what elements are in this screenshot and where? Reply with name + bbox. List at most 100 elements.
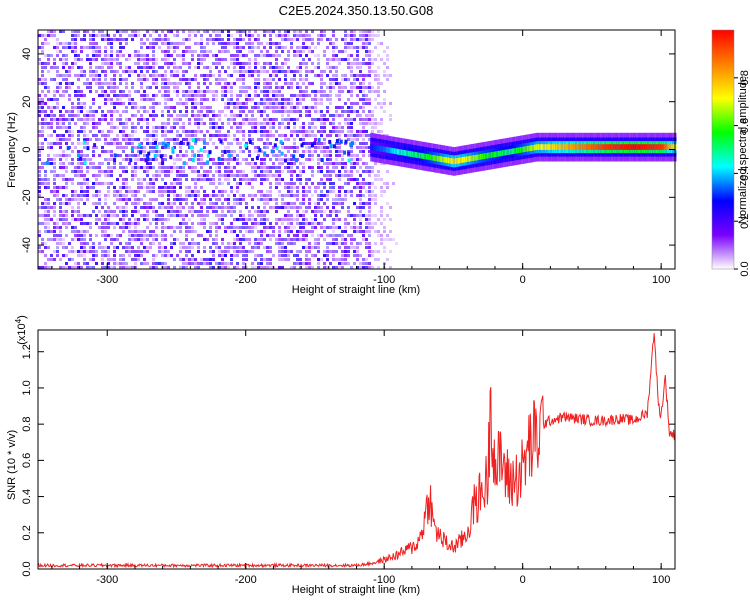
spectrogram-noise-cell — [131, 250, 134, 253]
spectrogram-noise-cell — [131, 154, 134, 157]
spectrogram-noise-cell — [173, 158, 176, 161]
spectrogram-noise-cell — [263, 266, 266, 269]
spectrogram-noise-cell — [380, 106, 383, 109]
spectrogram-noise-cell — [236, 262, 239, 265]
spectrogram-noise-cell — [374, 214, 377, 217]
spectrogram-noise-cell — [257, 214, 260, 217]
spectrogram-noise-cell — [308, 190, 311, 193]
spectrogram-noise-cell — [269, 246, 272, 249]
spectrogram-noise-cell — [257, 154, 260, 157]
spectrogram-noise-cell — [194, 98, 197, 101]
spectrogram-noise-cell — [218, 194, 221, 197]
spectrogram-noise-cell — [293, 30, 296, 33]
spectrogram-noise-cell — [110, 154, 113, 157]
spectrogram-noise-cell — [110, 174, 113, 177]
spectrogram-noise-cell — [188, 258, 191, 261]
spectrogram-noise-cell — [356, 138, 359, 141]
spectrogram-noise-cell — [215, 222, 218, 225]
spectrogram-noise-cell — [233, 194, 236, 197]
spectrogram-noise-cell — [281, 94, 284, 97]
spectrogram-noise-cell — [212, 210, 215, 213]
spectrogram-noise-cell — [320, 170, 323, 173]
spectrogram-noise-cell — [275, 138, 278, 141]
spectrogram-noise-cell — [263, 166, 266, 169]
spectrogram-noise-cell — [128, 34, 131, 37]
spectrogram-noise-cell — [242, 138, 245, 141]
spectrogram-signal-cell — [420, 152, 422, 159]
spectrogram-noise-cell — [260, 50, 263, 53]
spectrogram-noise-cell — [65, 202, 68, 205]
spectrogram-noise-cell — [137, 190, 140, 193]
spectrogram-noise-cell — [158, 246, 161, 249]
spectrogram-noise-cell — [185, 98, 188, 101]
spectrogram-noise-cell — [320, 194, 323, 197]
spectrogram-noise-cell — [302, 82, 305, 85]
spectrogram-noise-cell — [98, 118, 101, 121]
spectrogram-noise-cell — [140, 118, 143, 121]
spectrogram-noise-cell — [179, 202, 182, 205]
spectrogram-signal-cell — [601, 144, 604, 150]
spectrogram-noise-cell — [146, 250, 149, 253]
spectrogram-noise-cell — [230, 86, 233, 89]
spectrogram-noise-cell — [125, 222, 128, 225]
spectrogram-noise-cell — [353, 158, 356, 161]
spectrogram-noise-cell — [152, 110, 155, 113]
spectrogram-noise-cell — [158, 170, 161, 173]
spectrogram-noise-cell — [161, 42, 164, 45]
spectrogram-noise-cell — [266, 190, 269, 193]
spectrogram-blob-cell — [171, 149, 175, 154]
spectrogram-noise-cell — [275, 94, 278, 97]
spectrogram-noise-cell — [125, 170, 128, 173]
spectrogram-noise-cell — [197, 222, 200, 225]
spectrogram-noise-cell — [86, 194, 89, 197]
spectrogram-noise-cell — [158, 214, 161, 217]
spectrogram-noise-cell — [323, 154, 326, 157]
spectrogram-noise-cell — [305, 194, 308, 197]
spectrogram-noise-cell — [350, 86, 353, 89]
spectrogram-noise-cell — [335, 174, 338, 177]
spectrogram-noise-cell — [68, 74, 71, 77]
spectrogram-noise-cell — [140, 66, 143, 69]
spectrogram-noise-cell — [80, 166, 83, 169]
spectrogram-noise-cell — [44, 162, 47, 165]
spectrogram-noise-cell — [125, 210, 128, 213]
spectrogram-noise-cell — [227, 194, 230, 197]
spectrogram-noise-cell — [143, 146, 146, 149]
spectrogram-noise-cell — [242, 122, 245, 125]
spectrogram-noise-cell — [368, 70, 371, 73]
spectrogram-noise-cell — [137, 186, 140, 189]
spectrogram-noise-cell — [278, 126, 281, 129]
spectrogram-noise-cell — [203, 114, 206, 117]
spectrogram-noise-cell — [107, 110, 110, 113]
spectrogram-noise-cell — [374, 46, 377, 49]
spectrogram-noise-cell — [47, 214, 50, 217]
spectrogram-signal-cell — [507, 149, 509, 155]
spectrogram-noise-cell — [149, 186, 152, 189]
spectrogram-noise-cell — [92, 126, 95, 129]
spectrogram-noise-cell — [47, 98, 50, 101]
spectrogram-noise-cell — [266, 250, 269, 253]
spectrogram-noise-cell — [101, 34, 104, 37]
spectrogram-noise-cell — [179, 178, 182, 181]
spectrogram-noise-cell — [206, 38, 209, 41]
spectrogram-noise-cell — [158, 190, 161, 193]
spectrogram-noise-cell — [362, 154, 365, 157]
spectrogram-noise-cell — [176, 54, 179, 57]
spectrogram-noise-cell — [371, 114, 374, 117]
spectrogram-noise-cell — [134, 230, 137, 233]
spectrogram-noise-cell — [212, 90, 215, 93]
spectrogram-noise-cell — [227, 82, 230, 85]
spectrogram-noise-cell — [341, 198, 344, 201]
spectrogram-noise-cell — [350, 158, 353, 161]
spectrogram-noise-cell — [137, 230, 140, 233]
spectrogram-noise-cell — [350, 38, 353, 41]
spectrogram-noise-cell — [296, 186, 299, 189]
spectrogram-noise-cell — [290, 174, 293, 177]
spectrogram-noise-cell — [302, 246, 305, 249]
spectrogram-noise-cell — [389, 230, 392, 233]
spectrogram-noise-cell — [107, 158, 110, 161]
spectrogram-noise-cell — [236, 130, 239, 133]
spectrogram-noise-cell — [173, 202, 176, 205]
spectrogram-noise-cell — [77, 202, 80, 205]
spectrogram-noise-cell — [302, 234, 305, 237]
